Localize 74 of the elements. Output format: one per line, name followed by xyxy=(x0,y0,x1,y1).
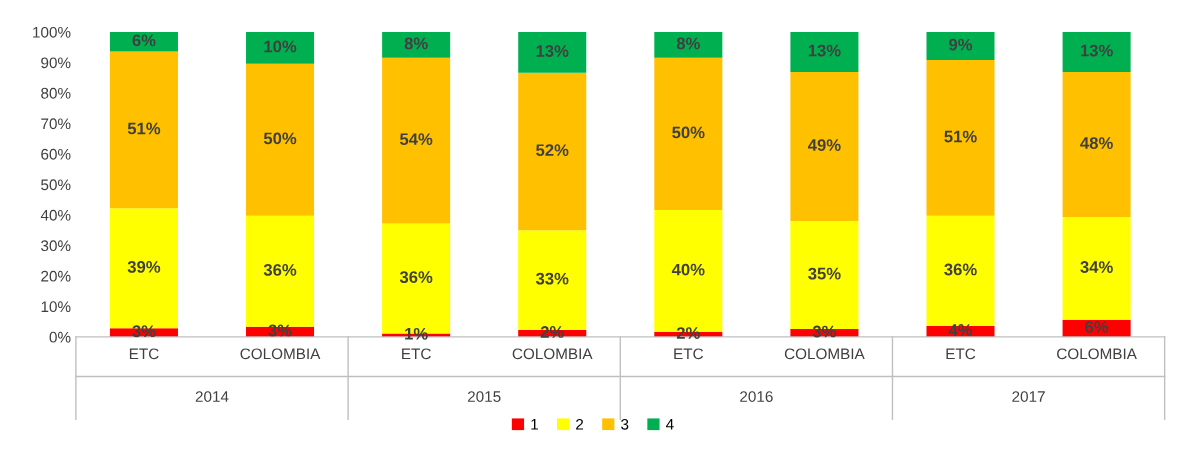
y-tick-label: 40% xyxy=(40,209,71,221)
data-label: 48% xyxy=(1080,137,1113,149)
data-label: 13% xyxy=(1080,44,1113,57)
legend-label: 4 xyxy=(666,419,674,430)
data-label: 54% xyxy=(399,133,433,146)
y-tick-label: 100% xyxy=(33,26,71,38)
y-tick-label: 30% xyxy=(41,240,71,252)
text: 2014 xyxy=(195,391,229,402)
x-tick-label: COLOMBIA xyxy=(240,348,321,360)
x-tick-label: ETC xyxy=(674,348,704,360)
bar xyxy=(926,215,995,326)
bar xyxy=(654,32,723,58)
data-label: 33% xyxy=(535,272,569,285)
y-tick-label: 0% xyxy=(49,331,71,343)
data-label: 39% xyxy=(127,260,161,273)
y-tick-label: 10% xyxy=(41,301,71,313)
y-tick-label: 50% xyxy=(41,179,71,191)
data-label: 49% xyxy=(807,139,841,151)
y-tick-label: 20% xyxy=(41,270,71,282)
bar xyxy=(246,63,315,216)
y-tick-label: 70% xyxy=(41,118,71,130)
bar xyxy=(790,71,859,222)
x-tick-label: COLOMBIA xyxy=(512,348,593,360)
data-label: 10% xyxy=(264,40,297,53)
data-label: 3% xyxy=(812,325,837,338)
x-tick-label: ETC xyxy=(402,348,431,360)
data-label: 13% xyxy=(808,44,841,57)
bar xyxy=(654,57,723,211)
legend-label: 2 xyxy=(576,418,584,430)
bar xyxy=(790,32,859,72)
data-label: 4% xyxy=(948,324,973,336)
x-tick-label: COLOMBIA xyxy=(784,348,865,360)
bar xyxy=(109,51,178,209)
bar xyxy=(246,32,315,64)
legend-label: 3 xyxy=(621,418,629,430)
bar xyxy=(382,32,451,58)
bar xyxy=(518,32,587,73)
x-tick-label: ETC xyxy=(946,348,976,360)
text: 2015 xyxy=(467,391,501,402)
data-label: 34% xyxy=(1080,261,1113,273)
y-tick-label: 60% xyxy=(41,148,71,160)
data-label: 9% xyxy=(949,38,973,51)
bar xyxy=(1062,71,1131,218)
data-label: 3% xyxy=(268,324,292,337)
data-label: 1% xyxy=(405,327,428,340)
x-tick-label: ETC xyxy=(129,348,159,360)
data-label: 51% xyxy=(127,122,161,135)
text: 2017 xyxy=(1012,391,1045,402)
data-label: 36% xyxy=(399,271,433,284)
data-label: 6% xyxy=(1085,321,1109,333)
data-label: 8% xyxy=(404,37,428,50)
bar xyxy=(382,57,451,224)
text: 2016 xyxy=(740,391,773,402)
data-label: 35% xyxy=(808,267,841,280)
bar xyxy=(518,72,587,231)
x-tick-label: COLOMBIA xyxy=(1057,348,1137,360)
bar xyxy=(926,32,995,61)
data-label: 36% xyxy=(263,264,297,276)
bar xyxy=(1062,32,1131,72)
bar xyxy=(109,32,178,52)
data-label: 50% xyxy=(263,132,297,145)
bar xyxy=(926,60,995,216)
y-tick-label: 80% xyxy=(41,87,71,99)
data-label: 13% xyxy=(536,45,569,57)
data-label: 52% xyxy=(536,144,569,157)
data-label: 6% xyxy=(132,34,156,47)
data-label: 40% xyxy=(671,263,705,276)
bar xyxy=(1062,217,1131,320)
data-label: 51% xyxy=(944,130,977,143)
data-label: 50% xyxy=(672,126,705,139)
y-tick-label: 90% xyxy=(41,57,71,69)
legend-label: 1 xyxy=(531,419,538,430)
data-label: 36% xyxy=(944,263,977,276)
data-label: 8% xyxy=(676,37,700,50)
